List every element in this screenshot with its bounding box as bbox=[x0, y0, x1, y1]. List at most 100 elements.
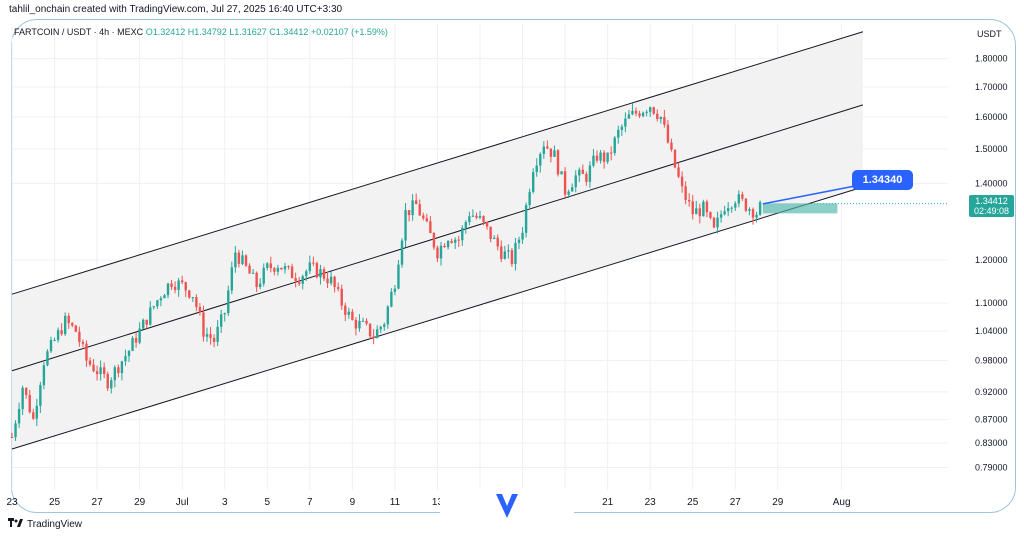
candle-body bbox=[496, 237, 499, 247]
candle-body bbox=[687, 199, 691, 202]
candle-body bbox=[542, 146, 546, 155]
candle-body bbox=[134, 338, 138, 343]
channel-fill bbox=[12, 31, 863, 449]
candle-body bbox=[613, 137, 616, 154]
candle-body bbox=[365, 320, 368, 324]
candle-body bbox=[404, 210, 407, 241]
candle-body bbox=[120, 361, 124, 373]
candle-body bbox=[393, 288, 397, 292]
candle-body bbox=[560, 171, 563, 175]
candle-body bbox=[631, 110, 634, 115]
countdown-timer: 02:49:08 bbox=[973, 206, 1010, 216]
x-tick-label: 29 bbox=[134, 497, 146, 508]
candle-body bbox=[17, 409, 21, 424]
candle-body bbox=[163, 295, 166, 299]
y-tick-label: 1.04000 bbox=[975, 326, 1008, 336]
x-tick-label: 25 bbox=[687, 497, 699, 508]
candle-body bbox=[198, 307, 202, 313]
candle-body bbox=[712, 217, 716, 228]
x-tick-label: 13 bbox=[432, 497, 444, 508]
candle-body bbox=[464, 221, 468, 228]
candle-body bbox=[468, 216, 471, 222]
candle-body bbox=[63, 315, 67, 335]
candle-body bbox=[695, 208, 698, 215]
candle-body bbox=[606, 152, 609, 162]
candle-body bbox=[627, 114, 631, 119]
candle-body bbox=[691, 201, 694, 215]
candle-body bbox=[383, 324, 386, 327]
candle-body bbox=[312, 262, 315, 264]
target-price-badge[interactable]: 1.34340 bbox=[852, 170, 913, 190]
candle-body bbox=[503, 251, 507, 259]
candle-body bbox=[110, 380, 113, 389]
candle-body bbox=[489, 226, 492, 239]
candle-body bbox=[539, 154, 542, 166]
candle-body bbox=[170, 283, 173, 287]
candle-body bbox=[361, 320, 365, 322]
candle-body bbox=[570, 187, 574, 192]
candle-body bbox=[471, 215, 475, 217]
candle-body bbox=[659, 116, 663, 120]
candle-body bbox=[71, 323, 74, 326]
candle-body bbox=[258, 283, 262, 288]
last-price-value: 1.34412 bbox=[975, 196, 1008, 206]
candle-body bbox=[315, 263, 319, 278]
candle-body bbox=[241, 255, 244, 264]
x-tick-label: 9 bbox=[350, 497, 356, 508]
candle-body bbox=[432, 233, 436, 248]
x-tick-label: 27 bbox=[730, 497, 742, 508]
x-tick-label: 29 bbox=[772, 497, 784, 508]
candle-body bbox=[755, 214, 758, 218]
candle-body bbox=[741, 194, 744, 199]
candle-body bbox=[645, 111, 648, 113]
candle-body bbox=[39, 385, 42, 406]
candle-body bbox=[624, 118, 627, 127]
candle-body bbox=[212, 338, 216, 342]
candle-body bbox=[390, 291, 393, 307]
candle-body bbox=[28, 394, 31, 413]
target-pointer bbox=[762, 185, 856, 205]
candle-body bbox=[219, 314, 223, 327]
candle-body bbox=[397, 264, 400, 289]
candle-body bbox=[634, 110, 638, 114]
candle-body bbox=[78, 331, 81, 342]
candle-body bbox=[195, 297, 198, 308]
candle-body bbox=[88, 360, 92, 365]
candle-body bbox=[347, 311, 351, 315]
candle-body bbox=[453, 239, 457, 243]
candle-body bbox=[400, 240, 404, 265]
candle-body bbox=[227, 290, 230, 314]
candle-body bbox=[475, 215, 478, 218]
candle-body bbox=[581, 169, 585, 174]
candle-body bbox=[287, 266, 290, 268]
candle-body bbox=[92, 364, 95, 372]
y-tick-label: 0.87000 bbox=[975, 415, 1008, 425]
candle-body bbox=[255, 272, 258, 288]
candle-body bbox=[53, 339, 56, 341]
brand-label: TradingView bbox=[27, 519, 83, 530]
candle-body bbox=[244, 255, 248, 266]
candle-body bbox=[414, 200, 418, 205]
candle-body bbox=[574, 175, 577, 188]
y-tick-label: 1.80000 bbox=[975, 54, 1008, 64]
candle-body bbox=[10, 437, 14, 439]
candle-body bbox=[751, 209, 755, 218]
candle-body bbox=[344, 305, 347, 315]
candle-body bbox=[46, 351, 49, 366]
candle-body bbox=[177, 280, 180, 290]
y-tick-label: 0.79000 bbox=[975, 463, 1008, 473]
candle-body bbox=[42, 365, 46, 386]
candle-body bbox=[638, 113, 641, 117]
x-tick-label: 21 bbox=[602, 497, 614, 508]
ohlc-values: O1.32412 H1.34792 L1.31627 C1.34412 +0.0… bbox=[145, 27, 388, 37]
candle-body bbox=[283, 266, 287, 270]
y-tick-label: 0.92000 bbox=[975, 387, 1008, 397]
candle-body bbox=[425, 218, 429, 222]
candle-body bbox=[585, 173, 588, 182]
candle-body bbox=[429, 221, 432, 234]
tradingview-brand[interactable]: TradingView bbox=[8, 518, 82, 531]
candle-body bbox=[305, 271, 308, 277]
candle-body bbox=[102, 367, 106, 375]
candle-body bbox=[248, 265, 251, 274]
